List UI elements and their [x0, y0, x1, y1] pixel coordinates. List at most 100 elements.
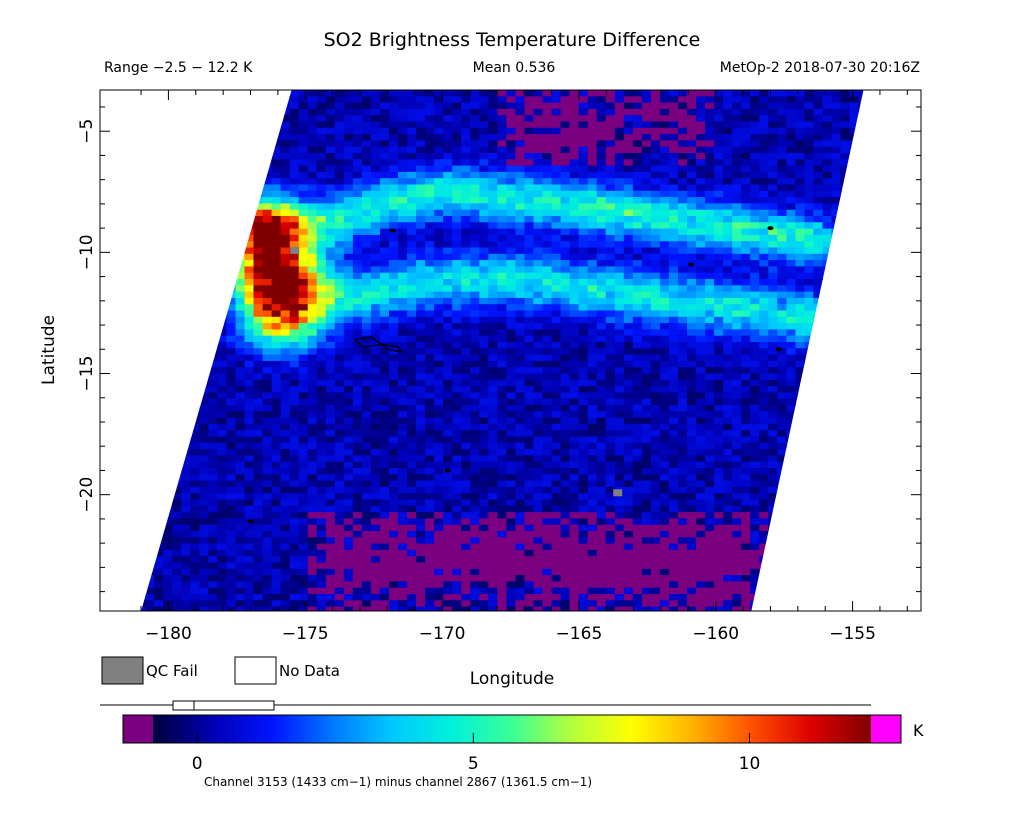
- heatmap-cell: [614, 285, 625, 293]
- heatmap-cell: [253, 222, 264, 230]
- heatmap-cell: [849, 367, 860, 375]
- heatmap-cell: [659, 184, 670, 192]
- heatmap-cell: [145, 96, 155, 104]
- heatmap-cell: [895, 115, 905, 122]
- heatmap-cell: [253, 253, 264, 261]
- heatmap-cell: [786, 411, 796, 419]
- heatmap-cell: [650, 108, 661, 116]
- heatmap-cell: [533, 171, 544, 179]
- heatmap-cell: [750, 417, 760, 425]
- heatmap-cell: [524, 279, 535, 286]
- heatmap-cell: [244, 323, 255, 330]
- heatmap-cell: [904, 424, 914, 431]
- heatmap-cell: [262, 197, 273, 204]
- heatmap-cell: [795, 354, 805, 362]
- heatmap-cell: [100, 134, 110, 141]
- heatmap-cell: [895, 392, 905, 399]
- heatmap-cell: [849, 115, 860, 123]
- heatmap-cell: [479, 423, 489, 431]
- heatmap-cell: [298, 260, 309, 267]
- heatmap-cell: [352, 96, 363, 104]
- heatmap-cell: [840, 197, 851, 204]
- heatmap-cell: [145, 165, 155, 173]
- heatmap-cell: [398, 146, 408, 154]
- heatmap-cell: [208, 367, 218, 375]
- heatmap-cell: [506, 159, 516, 167]
- heatmap-cell: [262, 430, 273, 438]
- heatmap-cell: [777, 222, 787, 230]
- heatmap-cell: [895, 96, 905, 103]
- heatmap-cell: [804, 291, 814, 299]
- heatmap-cell: [488, 146, 498, 154]
- heatmap-cell: [208, 417, 218, 425]
- heatmap-cell: [208, 253, 218, 261]
- heatmap-cell: [470, 266, 480, 274]
- heatmap-cell: [886, 298, 896, 305]
- heatmap-cell: [389, 398, 399, 406]
- heatmap-cell: [714, 423, 724, 431]
- heatmap-cell: [407, 316, 417, 324]
- heatmap-cell: [813, 241, 823, 249]
- heatmap-cell: [786, 134, 796, 141]
- heatmap-cell: [786, 423, 796, 431]
- heatmap-cell: [361, 234, 372, 242]
- heatmap-cell: [877, 134, 887, 141]
- heatmap-cell: [181, 323, 191, 330]
- heatmap-cell: [750, 323, 760, 330]
- heatmap-cell: [163, 171, 173, 179]
- heatmap-cell: [868, 336, 878, 343]
- heatmap-cell: [262, 297, 273, 305]
- heatmap-cell: [623, 285, 634, 293]
- heatmap-cell: [669, 216, 679, 223]
- heatmap-cell: [587, 386, 598, 393]
- heatmap-cell: [741, 367, 751, 375]
- heatmap-cell: [750, 360, 760, 368]
- heatmap-cell: [370, 304, 381, 312]
- heatmap-cell: [217, 329, 227, 337]
- heatmap-cell: [118, 260, 128, 267]
- heatmap-cell: [100, 298, 110, 305]
- heatmap-cell: [650, 279, 661, 286]
- heatmap-cell: [325, 310, 336, 318]
- heatmap-cell: [100, 361, 110, 368]
- heatmap-cell: [271, 96, 282, 104]
- heatmap-cell: [208, 316, 218, 324]
- heatmap-cell: [587, 203, 598, 211]
- heatmap-cell: [822, 171, 833, 179]
- heatmap-cell: [280, 342, 291, 349]
- heatmap-cell: [443, 297, 453, 305]
- heatmap-cell: [280, 241, 291, 249]
- heatmap-cell: [732, 197, 742, 204]
- heatmap-cell: [768, 197, 778, 204]
- heatmap-cell: [361, 430, 372, 438]
- heatmap-cell: [398, 153, 408, 160]
- heatmap-cell: [768, 386, 778, 393]
- heatmap-cell: [217, 108, 227, 116]
- heatmap-cell: [813, 153, 823, 160]
- heatmap-cell: [389, 209, 399, 217]
- heatmap-cell: [813, 373, 823, 381]
- heatmap-cell: [380, 222, 390, 230]
- heatmap-cell: [868, 374, 878, 381]
- heatmap-cell: [163, 392, 173, 400]
- heatmap-cell: [750, 121, 760, 129]
- heatmap-cell: [750, 247, 760, 255]
- heatmap-cell: [578, 178, 589, 186]
- heatmap-cell: [605, 165, 616, 173]
- heatmap-cell: [560, 146, 571, 154]
- heatmap-cell: [217, 360, 227, 368]
- heatmap-cell: [524, 310, 535, 318]
- heatmap-cell: [578, 127, 589, 135]
- heatmap-cell: [190, 140, 200, 148]
- heatmap-cell: [678, 241, 688, 249]
- heatmap-cell: [578, 310, 589, 318]
- heatmap-cell: [470, 291, 480, 299]
- heatmap-cell: [407, 134, 417, 141]
- heatmap-cell: [380, 386, 390, 393]
- heatmap-cell: [488, 209, 498, 217]
- heatmap-cell: [461, 216, 471, 223]
- heatmap-cell: [542, 310, 553, 318]
- heatmap-cell: [777, 140, 787, 148]
- heatmap-cell: [578, 190, 589, 198]
- heatmap-cell: [768, 367, 778, 375]
